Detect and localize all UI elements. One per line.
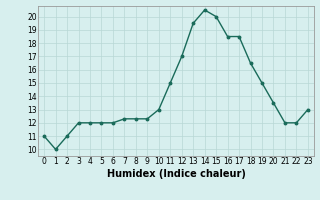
X-axis label: Humidex (Indice chaleur): Humidex (Indice chaleur) [107, 169, 245, 179]
